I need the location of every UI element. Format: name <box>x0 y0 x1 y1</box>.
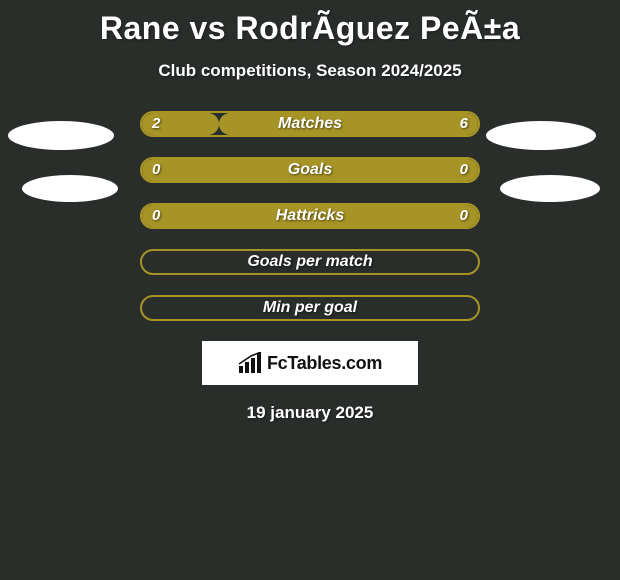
bar-chart: Matches26Goals00Hattricks00Goals per mat… <box>140 111 480 321</box>
logo-box: FcTables.com <box>202 341 418 385</box>
bar-left-value: 2 <box>152 113 160 135</box>
bar-row: Hattricks0 0 <box>140 203 480 229</box>
bar-right-value: 6 <box>460 113 468 135</box>
bar-label: Goals per match <box>142 251 478 273</box>
comparison-title: Rane vs RodrÃ­guez PeÃ±a <box>0 0 620 47</box>
bar-right-value: 0 <box>460 205 468 227</box>
bar-row: Goals per match <box>140 249 480 275</box>
bar-label: Matches <box>142 113 478 135</box>
logo-text: FcTables.com <box>267 353 382 374</box>
bar-left-value: 0 <box>152 205 160 227</box>
bar-label: Min per goal <box>142 297 478 319</box>
bar-row: Goals0 0 <box>140 157 480 183</box>
left-player-avatar <box>22 175 118 202</box>
bar-chart-icon <box>238 352 264 374</box>
logo: FcTables.com <box>238 352 382 374</box>
bar-row: Matches2 6 <box>140 111 480 137</box>
snapshot-date: 19 january 2025 <box>0 403 620 423</box>
bar-row: Min per goal <box>140 295 480 321</box>
right-player-avatar <box>486 121 596 150</box>
bar-label: Goals <box>142 159 478 181</box>
infographic-card: Rane vs RodrÃ­guez PeÃ±a Club competitio… <box>0 0 620 580</box>
bar-label: Hattricks <box>142 205 478 227</box>
bar-right-value: 0 <box>460 159 468 181</box>
bar-left-value: 0 <box>152 159 160 181</box>
right-player-avatar <box>500 175 600 202</box>
left-player-avatar <box>8 121 114 150</box>
comparison-subtitle: Club competitions, Season 2024/2025 <box>0 61 620 81</box>
